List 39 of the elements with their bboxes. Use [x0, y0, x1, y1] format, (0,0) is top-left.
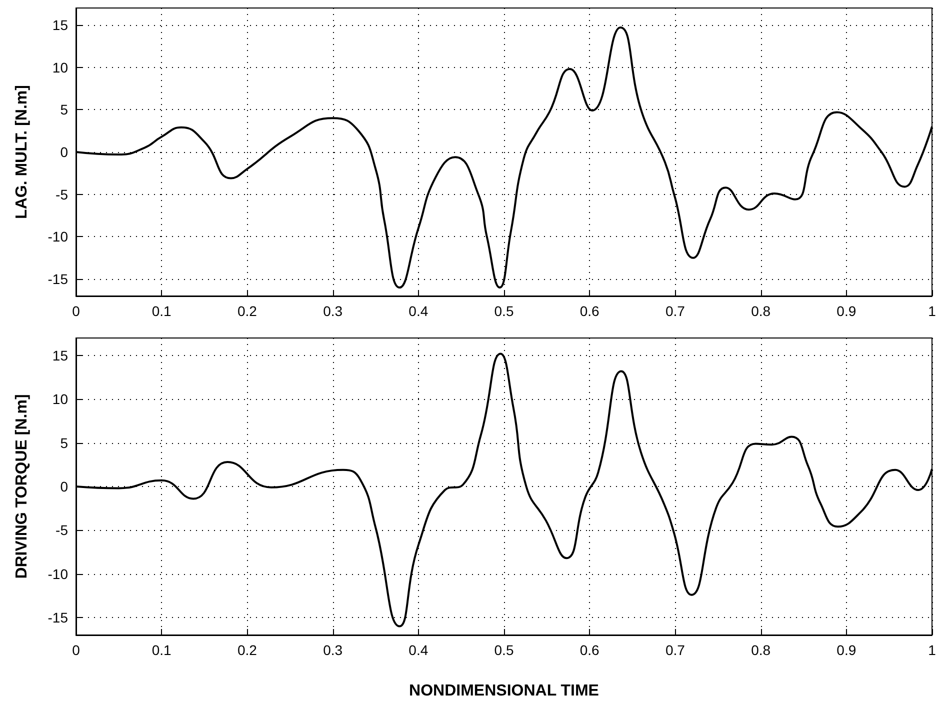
x-tick-label: 1	[928, 642, 936, 658]
x-tick-label: 0.1	[152, 303, 172, 319]
x-tick-label: 0	[72, 642, 80, 658]
y-tick-label: -10	[48, 228, 68, 245]
y-tick-label: 10	[52, 391, 68, 408]
y-tick-label: 15	[52, 347, 68, 364]
x-tick-label: 0.4	[408, 642, 428, 658]
x-tick-label: 0	[72, 303, 80, 319]
x-tick-label: 1	[928, 303, 936, 319]
x-tick-label: 0.2	[237, 642, 258, 658]
x-tick-label: 0.6	[580, 642, 600, 658]
x-tick-label: 0.8	[751, 642, 771, 658]
x-tick-label: 0.5	[494, 642, 514, 658]
y-tick-label: 15	[52, 16, 68, 33]
y-tick-label: 0	[60, 144, 68, 160]
y-tick-label: 5	[60, 434, 68, 451]
x-tick-label: 0.4	[408, 303, 428, 319]
y-tick-label: -15	[48, 271, 68, 288]
y-tick-label: -10	[48, 566, 68, 582]
y-tick-label: 5	[60, 102, 68, 118]
y-tick-label: -15	[48, 610, 68, 626]
y-tick-label: -5	[56, 522, 68, 538]
x-tick-label: 0.5	[494, 303, 514, 319]
x-tick-label: 0.7	[665, 303, 686, 319]
x-tick-label: 0.9	[836, 642, 856, 658]
x-tick-label: 0.3	[323, 642, 343, 658]
y-tick-label: -5	[56, 186, 68, 202]
x-tick-label: 0.9	[836, 303, 856, 319]
x-axis-title: NONDIMENSIONAL TIME	[409, 682, 600, 700]
x-tick-label: 0.7	[665, 642, 686, 658]
x-tick-label: 0.2	[237, 303, 258, 319]
y-axis-title: LAG. MULT. [N.m]	[14, 85, 30, 219]
x-tick-label: 0.8	[751, 303, 771, 319]
x-tick-label: 0.1	[152, 642, 172, 658]
x-tick-label: 0.3	[323, 303, 343, 319]
x-tick-label: 0.6	[580, 303, 600, 319]
y-tick-label: 10	[52, 59, 68, 76]
y-tick-label: 0	[60, 478, 68, 494]
y-axis-title: DRIVING TORQUE [N.m]	[14, 394, 30, 579]
